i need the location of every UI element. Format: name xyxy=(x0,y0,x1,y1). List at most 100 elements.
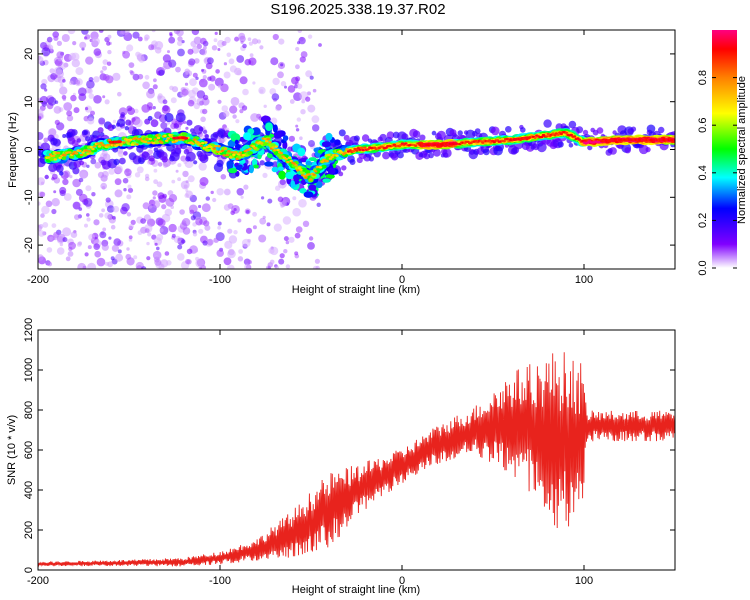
spectrogram-noise-blob xyxy=(86,217,91,222)
spectrogram-noise-blob xyxy=(94,162,102,169)
spectrogram-halo-blob xyxy=(212,131,219,138)
spectrogram-noise-blob xyxy=(228,248,235,256)
spectrogram-ridge-blob xyxy=(214,144,218,148)
spectrogram-noise-blob xyxy=(239,109,244,114)
spectrogram-noise-blob xyxy=(154,258,162,266)
spectrogram-halo-blob xyxy=(193,160,198,165)
spectrogram-ridge-blob xyxy=(215,150,220,153)
spectrogram-noise-blob xyxy=(288,135,295,142)
spectrogram-noise-blob xyxy=(127,187,134,193)
spectrogram-noise-blob xyxy=(191,30,200,36)
spectrogram-noise-blob xyxy=(106,205,115,213)
spectrogram-noise-blob xyxy=(38,132,44,140)
spectrogram-signal-blob xyxy=(234,143,241,150)
spectrogram-noise-blob xyxy=(159,226,169,235)
spectrogram-noise-blob xyxy=(39,191,46,198)
spectrogram-noise-blob xyxy=(202,108,208,115)
spectrogram-ridge-blob xyxy=(115,143,120,147)
spectrogram-noise-blob xyxy=(85,107,89,111)
spectrogram-noise-blob xyxy=(123,188,127,192)
spectrogram-noise-blob xyxy=(51,223,57,229)
spectrogram-ridge-blob xyxy=(143,140,148,144)
spectrogram-ridge-blob xyxy=(199,144,203,148)
spectrogram-noise-blob xyxy=(210,190,214,195)
spectrogram-halo-blob xyxy=(543,119,552,128)
snr-xtick-label: 0 xyxy=(399,575,405,587)
spectrogram-noise-blob xyxy=(53,66,63,76)
spectrogram-noise-blob xyxy=(212,197,217,203)
spectrogram-noise-blob xyxy=(91,192,96,197)
spectrogram-halo-blob xyxy=(79,160,85,166)
spectrogram-noise-blob xyxy=(312,124,320,132)
spectrogram-halo-blob xyxy=(609,147,617,155)
spectrogram-noise-blob xyxy=(144,176,150,182)
spectrogram-noise-blob xyxy=(187,99,195,107)
spectrogram-noise-blob xyxy=(284,85,287,89)
spectrogram-noise-blob xyxy=(299,136,303,140)
spectrogram-ridge-blob xyxy=(225,153,229,157)
colorbar-label: Normalized spectral amplitude xyxy=(736,76,748,224)
spectrogram-noise-blob xyxy=(279,179,286,186)
spectrogram-noise-blob xyxy=(63,102,73,111)
spectrogram-noise-blob xyxy=(126,212,132,217)
spectrogram-noise-blob xyxy=(93,243,100,250)
spectrogram-noise-blob xyxy=(223,62,227,66)
spectrogram-ridge-blob xyxy=(202,146,206,150)
spectrogram-marks xyxy=(38,30,675,269)
spectrogram-halo-blob xyxy=(587,145,593,151)
spectrogram-noise-blob xyxy=(86,80,95,89)
spectrogram-noise-blob xyxy=(256,39,261,44)
spectrogram-halo-blob xyxy=(536,142,547,153)
spectrogram-noise-blob xyxy=(238,249,244,254)
spectrogram-noise-blob xyxy=(209,75,216,82)
spectrogram-noise-blob xyxy=(309,75,314,80)
spectrogram-ridge-blob xyxy=(581,139,585,143)
spectrogram-signal-blob xyxy=(230,133,241,142)
spectrogram-halo-blob xyxy=(645,147,651,153)
spectrogram-noise-blob xyxy=(285,264,291,269)
spectrogram-ridge-blob xyxy=(233,151,238,154)
spectrogram-signal-blob xyxy=(327,167,336,175)
spectrogram-noise-blob xyxy=(292,196,297,201)
spectrogram-ytick-label: -10 xyxy=(23,189,35,205)
spectrogram-ridge-blob xyxy=(284,157,288,161)
spectrogram-noise-blob xyxy=(295,226,303,233)
spectrogram-noise-blob xyxy=(159,228,164,233)
spectrogram-noise-blob xyxy=(207,57,214,65)
spectrogram-noise-blob xyxy=(78,193,88,203)
spectrogram-noise-blob xyxy=(78,207,83,211)
spectrogram-noise-blob xyxy=(275,265,279,269)
spectrogram-ridge-blob xyxy=(222,154,226,157)
spectrogram-noise-blob xyxy=(192,72,198,78)
spectrogram-noise-blob xyxy=(134,172,141,178)
spectrogram-noise-blob xyxy=(59,242,64,247)
spectrogram-noise-blob xyxy=(80,171,87,179)
snr-ytick-label: 0 xyxy=(23,567,35,573)
spectrogram-noise-blob xyxy=(84,252,89,257)
spectrogram-halo-blob xyxy=(341,165,347,171)
spectrogram-noise-blob xyxy=(195,76,199,81)
spectrogram-noise-blob xyxy=(311,115,320,124)
spectrogram-halo-blob xyxy=(62,134,67,138)
spectrogram-halo-blob xyxy=(175,112,186,123)
spectrogram-noise-blob xyxy=(112,205,120,213)
spectrogram-noise-blob xyxy=(65,256,71,262)
spectrogram-noise-blob xyxy=(229,65,237,73)
spectrogram-ridge-blob xyxy=(358,148,362,151)
spectrogram-noise-blob xyxy=(307,104,316,113)
spectrogram-noise-blob xyxy=(71,59,81,68)
spectrogram-noise-blob xyxy=(182,170,189,178)
spectrogram-halo-blob xyxy=(658,126,665,134)
spectrogram-noise-blob xyxy=(232,114,237,119)
spectrogram-ridge-blob xyxy=(119,144,123,147)
spectrogram-noise-blob xyxy=(144,74,150,80)
spectrogram-ridge-blob xyxy=(79,153,84,157)
spectrogram-ridge-blob xyxy=(343,151,347,155)
spectrogram-noise-blob xyxy=(93,219,100,226)
spectrogram-noise-blob xyxy=(114,189,123,198)
spectrogram-noise-blob xyxy=(285,240,290,245)
spectrogram-noise-blob xyxy=(196,97,205,106)
spectrogram-ridge-blob xyxy=(345,148,349,151)
spectrogram-noise-blob xyxy=(122,50,130,59)
